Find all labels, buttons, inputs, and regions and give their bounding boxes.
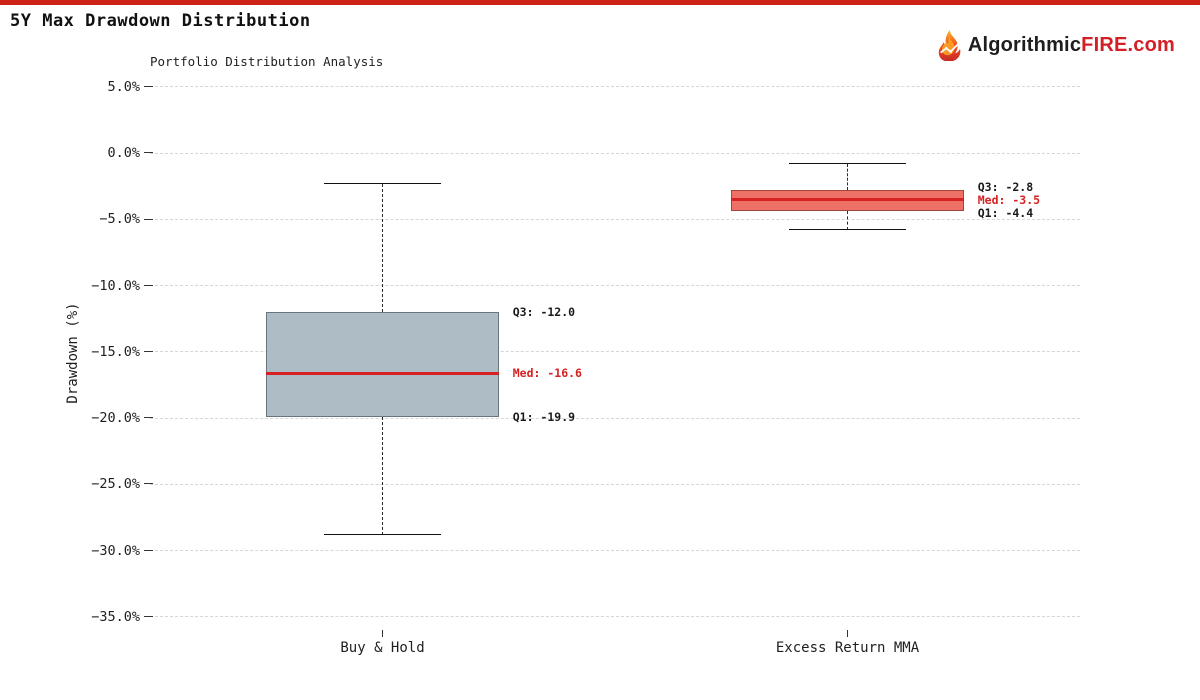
whisker-lower-cap bbox=[324, 533, 441, 535]
whisker-upper-line bbox=[381, 183, 383, 313]
gridline bbox=[150, 550, 1080, 552]
brand-accent: FIRE bbox=[1081, 34, 1128, 56]
y-tick-label: −25.0% bbox=[91, 476, 140, 493]
whisker-upper-line bbox=[846, 163, 848, 191]
gridline bbox=[150, 86, 1080, 88]
y-tick-mark bbox=[144, 615, 153, 617]
median-line bbox=[731, 198, 964, 201]
y-tick-label: 5.0% bbox=[107, 78, 140, 95]
gridline bbox=[150, 417, 1080, 419]
y-tick-label: 0.0% bbox=[107, 145, 140, 162]
y-tick-label: −20.0% bbox=[91, 410, 140, 427]
brand-name: AlgorithmicFIRE.com bbox=[968, 34, 1175, 57]
median-line bbox=[266, 371, 499, 375]
y-tick-mark bbox=[144, 549, 153, 551]
y-tick-mark bbox=[144, 417, 153, 419]
y-tick-mark bbox=[144, 152, 153, 154]
page-title: 5Y Max Drawdown Distribution bbox=[10, 11, 311, 31]
whisker-lower-line bbox=[381, 416, 383, 535]
y-tick-mark bbox=[144, 483, 153, 485]
annotation-q1: Q1: -19.9 bbox=[512, 409, 576, 424]
y-tick-label: −5.0% bbox=[99, 211, 140, 228]
brand-prefix: Algorithmic bbox=[967, 34, 1082, 56]
box-buy-and-hold bbox=[266, 312, 499, 417]
whisker-upper-cap bbox=[324, 182, 441, 184]
brand-suffix: .com bbox=[1127, 34, 1175, 56]
y-tick-label: −10.0% bbox=[91, 277, 140, 294]
plot-area: 5.0% 0.0% −5.0% −10.0% −15.0% −20.0% −25.0% −30… bbox=[91, 75, 1080, 656]
whisker-upper-cap bbox=[789, 162, 906, 164]
gridline bbox=[150, 218, 1080, 220]
y-tick-label: −35.0% bbox=[91, 608, 140, 625]
gridline bbox=[150, 351, 1080, 353]
x-tick-mark bbox=[381, 630, 383, 637]
whisker-lower-cap bbox=[789, 229, 906, 231]
annotation-q3: Q3: -12.0 bbox=[512, 305, 576, 320]
whisker-lower-line bbox=[846, 211, 848, 230]
y-tick-label: −15.0% bbox=[91, 343, 140, 360]
chart-title: Portfolio Distribution Analysis bbox=[150, 54, 384, 69]
annotation-q1: Q1: -4.4 bbox=[977, 205, 1034, 220]
gridline bbox=[150, 285, 1080, 287]
gridline bbox=[150, 152, 1080, 154]
y-tick-mark bbox=[144, 351, 153, 353]
y-tick-label: −30.0% bbox=[91, 542, 140, 559]
gridline bbox=[150, 483, 1080, 485]
y-tick-mark bbox=[144, 218, 153, 220]
annotation-med: Med: -3.5 bbox=[977, 192, 1041, 207]
flame-icon bbox=[936, 30, 963, 61]
x-category-label: Buy & Hold bbox=[340, 640, 425, 656]
y-tick-mark bbox=[144, 284, 153, 286]
top-accent-bar bbox=[0, 0, 1200, 5]
x-category-label: Excess Return MMA bbox=[775, 640, 920, 656]
x-tick-mark bbox=[846, 630, 848, 637]
annotation-med: Med: -16.6 bbox=[512, 366, 582, 381]
annotation-q3: Q3: -2.8 bbox=[977, 179, 1034, 194]
brand-logo[interactable]: AlgorithmicFIRE.com bbox=[936, 30, 1175, 61]
gridline bbox=[150, 616, 1080, 618]
y-tick-mark bbox=[144, 86, 153, 88]
